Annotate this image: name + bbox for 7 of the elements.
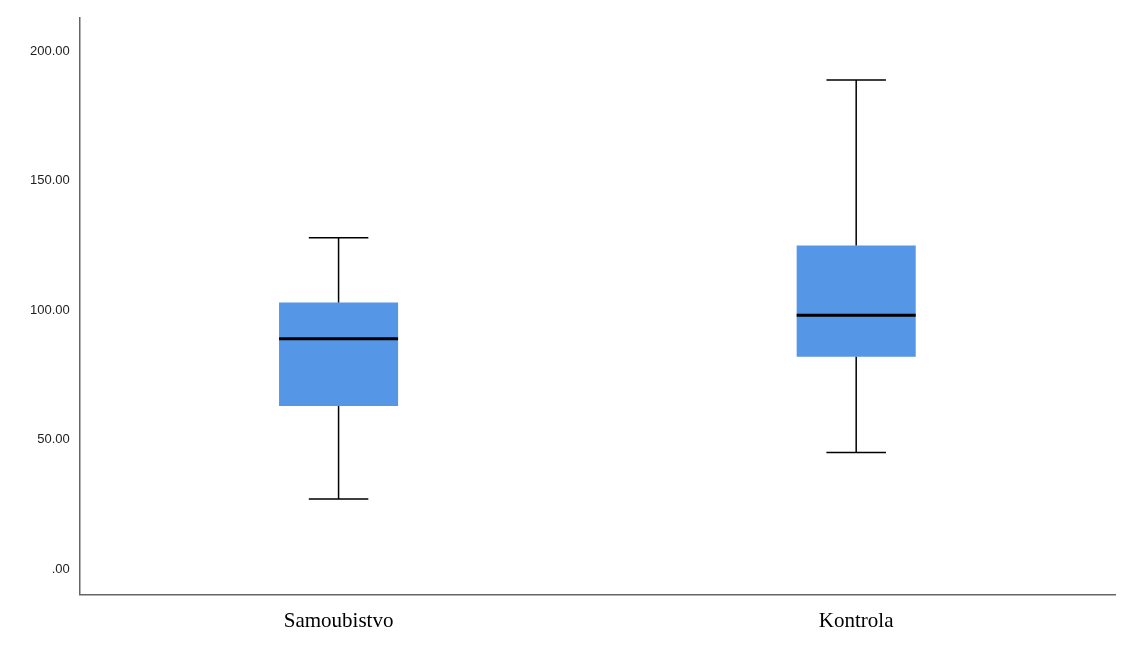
x-tick-label: Kontrola — [818, 607, 895, 632]
y-tick-label: 200.00 — [30, 43, 70, 59]
y-tick-label: .00 — [51, 560, 70, 576]
y-tick-label: 50.00 — [37, 431, 70, 447]
y-tick-label: 100.00 — [30, 301, 70, 317]
x-tick-label: Samoubistvo — [283, 607, 394, 632]
y-tick-label: 150.00 — [30, 172, 70, 188]
